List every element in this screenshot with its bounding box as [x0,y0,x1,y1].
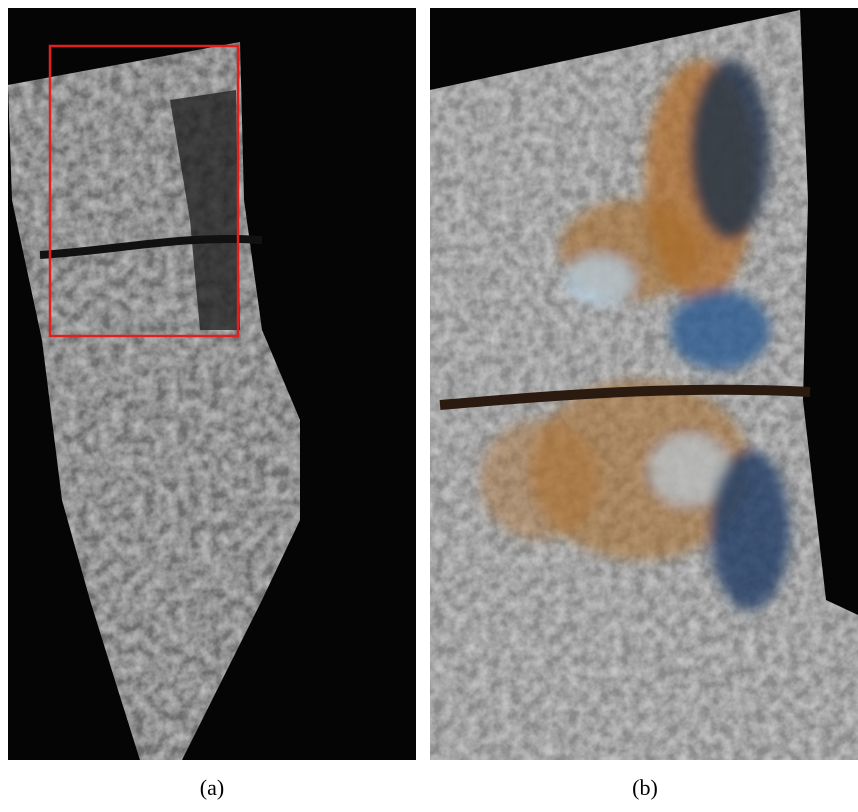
caption: (a) [200,775,224,800]
caption: (b) [632,775,658,800]
figure: (a) (b) [0,0,858,812]
panel-a [8,8,416,760]
panel-b [430,8,858,760]
